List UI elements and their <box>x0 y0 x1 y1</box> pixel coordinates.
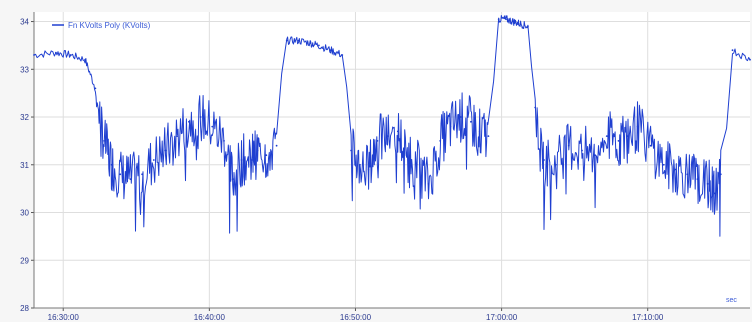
data-point <box>696 178 699 181</box>
data-point <box>512 20 515 23</box>
data-point <box>33 54 35 56</box>
data-point <box>119 173 122 176</box>
data-point <box>376 140 379 142</box>
data-point <box>626 135 629 138</box>
data-point <box>731 49 734 52</box>
data-point <box>231 178 234 181</box>
data-point <box>749 58 751 61</box>
data-point <box>152 159 155 161</box>
data-point <box>594 154 596 157</box>
data-point <box>686 173 689 176</box>
x-tick-label: 17:00:00 <box>486 313 518 322</box>
series-layer <box>33 15 751 237</box>
data-point <box>275 144 278 147</box>
y-tick-label: 32 <box>20 113 29 122</box>
y-tick-label: 33 <box>20 65 29 74</box>
data-point <box>581 149 583 152</box>
data-point <box>567 144 570 147</box>
data-point <box>662 163 665 166</box>
data-point <box>309 42 312 44</box>
data-point <box>478 130 481 133</box>
data-point <box>706 183 709 185</box>
data-point <box>240 159 243 161</box>
data-point <box>129 178 132 181</box>
x-tick-label: 17:10:00 <box>632 313 664 322</box>
data-point <box>605 135 608 138</box>
data-point <box>534 106 537 109</box>
data-point <box>415 163 418 166</box>
series-line <box>33 15 751 237</box>
data-point <box>164 149 167 152</box>
x-tick-label: 16:30:00 <box>48 313 80 322</box>
data-point <box>427 183 430 185</box>
data-point <box>449 125 452 128</box>
data-point <box>110 163 113 166</box>
data-point <box>84 58 86 61</box>
y-tick-label: 34 <box>20 18 29 27</box>
data-point <box>617 140 620 142</box>
data-point <box>223 140 225 142</box>
data-point <box>188 120 190 123</box>
legend: Fn KVolts Poly (KVolts) <box>52 21 151 30</box>
data-point <box>176 135 179 138</box>
data-point <box>487 135 490 138</box>
data-point <box>439 140 442 142</box>
data-point <box>341 54 344 56</box>
y-tick-label: 28 <box>20 304 29 313</box>
data-point <box>211 125 214 128</box>
data-point <box>367 168 370 171</box>
plot-background <box>34 12 750 308</box>
data-point <box>318 44 320 47</box>
data-point <box>396 130 399 133</box>
data-point <box>199 116 202 118</box>
data-point <box>636 125 639 128</box>
data-point <box>497 18 500 21</box>
data-point <box>519 23 522 25</box>
data-point <box>719 173 722 176</box>
x-tick-label: 16:40:00 <box>194 313 226 322</box>
data-point <box>527 25 529 28</box>
data-point <box>470 120 472 123</box>
y-tick-label: 31 <box>20 161 29 170</box>
data-point <box>350 149 352 152</box>
data-point <box>94 87 97 90</box>
data-point <box>265 154 268 157</box>
data-point <box>459 116 462 118</box>
data-point <box>505 18 507 21</box>
corner-unit-label: sec <box>726 297 737 304</box>
data-point <box>386 135 389 138</box>
data-point <box>714 192 716 195</box>
data-point <box>649 144 652 147</box>
data-point <box>69 54 72 56</box>
y-tick-label: 30 <box>20 209 29 218</box>
axes: 28 29 30 31 32 33 34 16:30:00 16:40:00 16:50:00 17… <box>20 12 750 322</box>
data-point <box>543 159 545 161</box>
data-point <box>329 49 332 52</box>
x-tick-label: 16:50:00 <box>340 313 372 322</box>
data-point <box>250 159 253 161</box>
data-point <box>55 51 57 54</box>
data-point <box>285 39 288 42</box>
data-point <box>405 154 408 157</box>
data-point <box>674 168 677 171</box>
grid <box>34 12 750 309</box>
data-point <box>141 173 144 176</box>
data-point <box>103 140 105 142</box>
data-point <box>297 39 300 42</box>
data-point <box>359 163 361 166</box>
data-point <box>256 149 259 152</box>
legend-label: Fn KVolts Poly (KVolts) <box>68 21 151 30</box>
y-tick-label: 29 <box>20 256 29 265</box>
data-point <box>554 163 557 166</box>
